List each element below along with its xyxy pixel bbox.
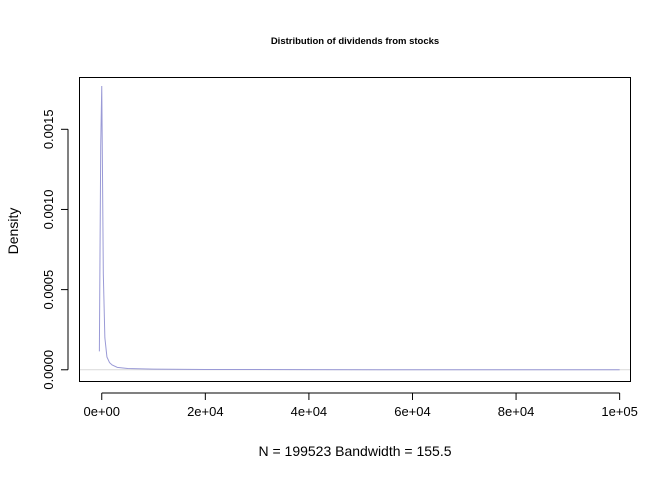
y-tick-label: 0.0000 xyxy=(41,350,56,390)
x-tick-label: 1e+05 xyxy=(601,404,638,419)
x-axis: 0e+00 2e+04 4e+04 6e+04 8e+04 1e+05 xyxy=(83,392,638,419)
y-axis: 0.0000 0.0005 0.0010 0.0015 xyxy=(41,109,69,390)
y-tick-label: 0.0015 xyxy=(41,109,56,149)
x-axis-label: N = 199523 Bandwidth = 155.5 xyxy=(258,443,451,459)
series-layer xyxy=(98,86,620,371)
x-tick-label: 4e+04 xyxy=(291,404,328,419)
y-axis-label: Density xyxy=(5,208,21,255)
chart-title: Distribution of dividends from stocks xyxy=(271,36,439,47)
x-tick-label: 0e+00 xyxy=(83,404,120,419)
x-tick-label: 8e+04 xyxy=(498,404,535,419)
plot-frame xyxy=(79,77,631,382)
y-tick-label: 0.0010 xyxy=(41,190,56,230)
y-tick-label: 0.0005 xyxy=(41,270,56,310)
x-tick-label: 2e+04 xyxy=(187,404,224,419)
x-tick-label: 6e+04 xyxy=(394,404,431,419)
density-line-0 xyxy=(98,86,620,371)
